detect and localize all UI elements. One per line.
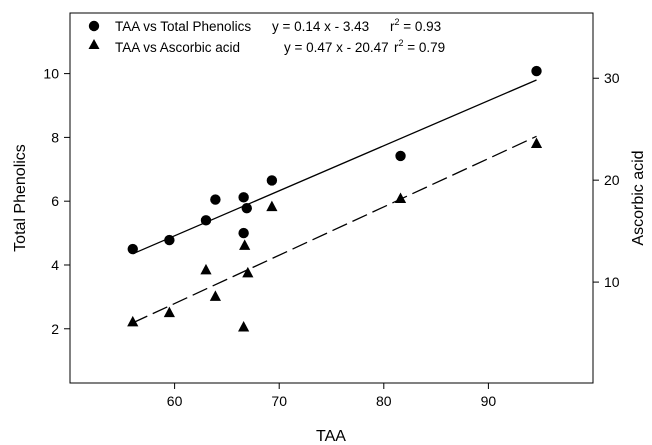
legend-circle-marker (88, 20, 100, 32)
fit-r2-phenolics: r2 = 0.93 (390, 17, 441, 34)
legend: TAA vs Total Phenolics TAA vs Ascorbic a… (88, 17, 445, 55)
data-point-triangle (200, 263, 212, 275)
y-axis-title: Total Phenolics (12, 144, 29, 252)
data-point-triangle (238, 320, 250, 332)
y-tick-label: 8 (51, 129, 59, 145)
fit-lines (132, 79, 537, 324)
data-point-circle (200, 215, 212, 226)
x-tick-label: 90 (481, 393, 497, 409)
fit-equation-phenolics: y = 0.14 x - 3.43 (272, 19, 369, 34)
fit-r2-ascorbic-sup: 2 (399, 38, 404, 48)
data-point-circle (164, 234, 175, 246)
y2-tick-label: 30 (604, 70, 620, 86)
fit-line-series-1 (132, 135, 537, 324)
fit-r2-ascorbic: r2 = 0.79 (394, 38, 445, 55)
y2-axis-title: Ascorbic acid (630, 150, 647, 245)
data-markers (127, 65, 543, 332)
data-point-circle (238, 192, 249, 203)
data-point-circle (210, 194, 221, 205)
legend-label-phenolics: TAA vs Total Phenolics (115, 19, 251, 34)
data-point-triangle (530, 137, 543, 148)
data-point-triangle (266, 200, 278, 212)
x-tick-label: 70 (271, 393, 287, 409)
y-tick-label: 6 (51, 193, 59, 209)
x-tick-label: 80 (376, 393, 392, 409)
data-point-triangle (394, 192, 407, 204)
fit-r2-phenolics-label: r (390, 19, 395, 34)
legend-triangle-marker (88, 39, 100, 49)
axis-ticks: 60 70 80 90 2 4 6 8 10 10 20 30 (43, 66, 619, 409)
x-tick-label: 60 (167, 393, 183, 409)
data-point-triangle (242, 266, 254, 278)
fit-equation-ascorbic: y = 0.47 x - 20.47 (284, 40, 389, 55)
y-tick-label: 4 (51, 257, 59, 273)
data-point-circle (395, 150, 406, 162)
data-point-circle (238, 227, 249, 239)
data-point-circle (266, 175, 278, 186)
fit-r2-ascorbic-value: = 0.79 (404, 40, 446, 55)
legend-label-ascorbic: TAA vs Ascorbic acid (115, 40, 240, 55)
y2-tick-label: 20 (604, 172, 620, 188)
data-point-triangle (127, 315, 139, 327)
y-tick-label: 2 (51, 321, 59, 337)
data-point-triangle (163, 306, 175, 318)
fit-r2-phenolics-sup: 2 (395, 17, 400, 27)
fit-line-series-0 (132, 79, 537, 255)
plot-frame (69, 12, 594, 384)
data-point-triangle (239, 239, 251, 250)
fit-r2-phenolics-value: = 0.93 (400, 19, 442, 34)
data-point-circle (127, 243, 138, 255)
fit-r2-ascorbic-label: r (394, 40, 399, 55)
data-point-circle (531, 65, 542, 77)
data-point-triangle (209, 290, 221, 301)
x-axis-title: TAA (316, 428, 346, 445)
data-point-circle (241, 203, 252, 214)
y-tick-label: 10 (43, 66, 59, 82)
y2-tick-label: 10 (604, 274, 620, 290)
